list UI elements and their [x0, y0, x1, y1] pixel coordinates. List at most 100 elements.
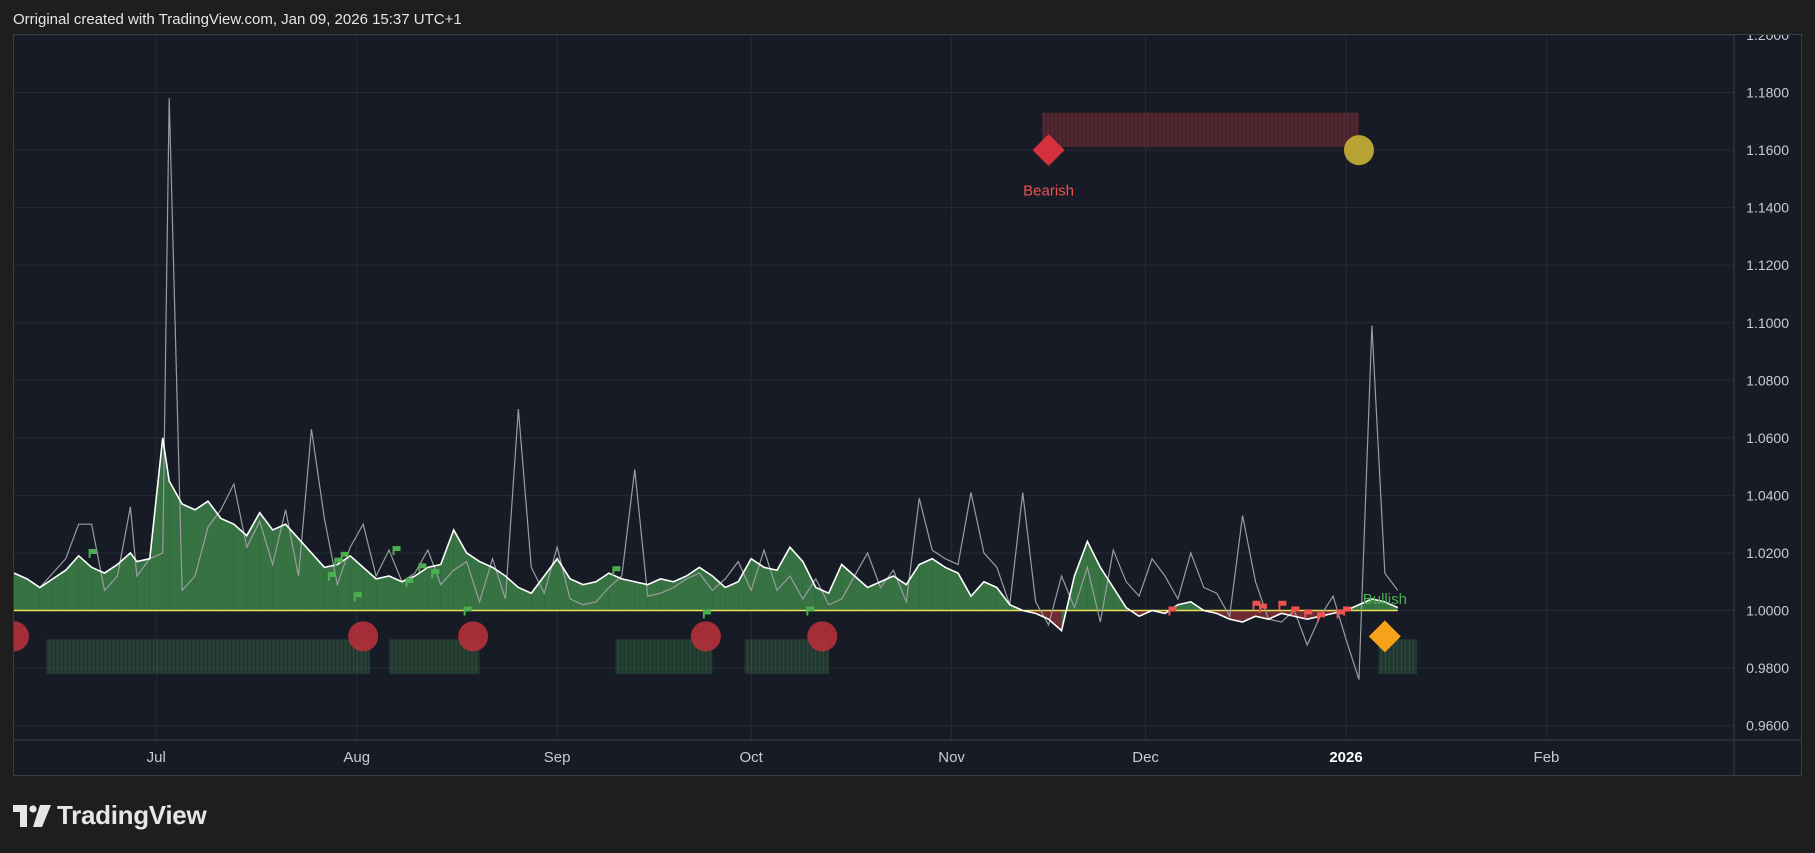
bearish-flag: [1343, 606, 1352, 616]
y-tick-label: 1.1800: [1746, 85, 1789, 101]
bullish-flag-pole: [327, 571, 330, 581]
bearish-zone: [1042, 112, 1359, 148]
yellow-circle-marker: [1343, 135, 1374, 166]
bearish-flag-pole: [1278, 600, 1281, 610]
y-tick-label: 1.1600: [1746, 142, 1789, 158]
area-segment: [350, 555, 364, 611]
red-circle-marker: [348, 621, 379, 652]
bullish-flag: [392, 546, 401, 556]
y-tick-label: 1.1000: [1746, 315, 1789, 331]
bearish-flag-pole: [1168, 606, 1171, 616]
area-segment: [634, 581, 648, 611]
area-segment: [376, 575, 390, 611]
x-tick-label: Dec: [1132, 749, 1159, 766]
x-axis[interactable]: Jul Aug Sep Oct Nov Dec 2026 Feb: [14, 739, 1801, 766]
area-segment: [78, 555, 92, 611]
bullish-flag-pole: [612, 566, 615, 576]
bearish-flag-cloth: [1293, 606, 1300, 612]
area-segment: [725, 581, 739, 611]
bullish-flag-cloth: [614, 566, 621, 572]
bullish-flag-pole: [431, 569, 434, 579]
bearish-flag: [1278, 600, 1287, 610]
bearish-flag: [1317, 612, 1326, 622]
area-segment: [401, 575, 415, 611]
chart-area[interactable]: Bearish Bullish 1.2000 1.1800 1.1600 1.1400 1…: [13, 34, 1802, 776]
area-segment: [149, 437, 163, 611]
bullish-flag: [612, 566, 621, 576]
bullish-flag-pole: [463, 606, 466, 616]
x-tick-label: Feb: [1534, 749, 1560, 766]
area-segment: [272, 524, 286, 611]
bullish-flag-pole: [418, 563, 421, 573]
y-tick-label: 1.0400: [1746, 487, 1789, 503]
bullish-flag-cloth: [329, 571, 336, 577]
x-tick-label: Aug: [343, 749, 370, 766]
area-segment: [1358, 599, 1372, 611]
x-tick-label: 2026: [1329, 749, 1362, 766]
y-tick-label: 1.0800: [1746, 372, 1789, 388]
y-tick-label: 1.0200: [1746, 545, 1789, 561]
bullish-flag-cloth: [394, 546, 401, 552]
area-segment: [983, 581, 997, 611]
area-segment: [220, 518, 234, 611]
bearish-flag-pole: [1317, 612, 1320, 622]
area-segment: [970, 581, 984, 611]
bearish-flag-cloth: [1319, 612, 1326, 618]
y-tick-label: 0.9800: [1746, 660, 1789, 676]
bullish-flag-cloth: [407, 577, 414, 583]
red-circle-marker: [14, 621, 29, 652]
bearish-flag: [1168, 606, 1177, 616]
area-segment: [389, 575, 402, 611]
area-segment: [919, 558, 933, 611]
area-segment: [169, 481, 183, 611]
bullish-flag-pole: [340, 551, 343, 561]
bearish-flag-cloth: [1280, 600, 1287, 606]
bullish-flag: [334, 557, 343, 567]
area-segment: [363, 567, 377, 611]
raw-price-line: [14, 98, 1399, 680]
area-segment: [531, 575, 545, 611]
area-segment: [285, 524, 299, 611]
chart-header: Orriginal created with TradingView.com, …: [13, 11, 462, 28]
area-segment: [440, 529, 454, 611]
bullish-flag-cloth: [808, 606, 815, 612]
bullish-flag: [702, 609, 711, 619]
area-segment: [880, 575, 894, 611]
bearish-flag-pole: [1343, 606, 1346, 616]
area-segment: [932, 558, 946, 611]
x-tick-label: Sep: [544, 749, 571, 766]
area-segment: [570, 578, 584, 611]
area-segment: [764, 567, 778, 611]
bullish-flag-cloth: [433, 569, 440, 575]
area-segment: [182, 504, 196, 611]
bearish-diamond-marker: [1032, 134, 1065, 167]
bearish-flag-cloth: [1338, 609, 1345, 615]
area-segment: [958, 573, 971, 611]
area-segment: [518, 587, 532, 611]
bearish-flag: [1258, 603, 1267, 613]
bullish-flag-pole: [702, 609, 705, 619]
y-tick-label: 0.9600: [1746, 718, 1789, 734]
area-segment: [751, 558, 765, 611]
red-circle-marker: [458, 621, 489, 652]
bullish-flag-pole: [88, 548, 91, 558]
tradingview-logo-text: TradingView: [57, 800, 207, 830]
smoothed-line: [14, 437, 1399, 633]
y-axis[interactable]: 1.2000 1.1800 1.1600 1.1400 1.1200 1.1000 1.08…: [1733, 35, 1789, 775]
y-tick-label: 1.2000: [1746, 35, 1789, 43]
area-segment: [505, 575, 519, 611]
area-segment: [777, 547, 790, 611]
area-segment: [595, 573, 609, 611]
bearish-flag-cloth: [1170, 606, 1177, 612]
area-segment: [14, 573, 27, 611]
bullish-flag-cloth: [704, 609, 711, 615]
area-segment: [1074, 541, 1088, 611]
bearish-flag: [1304, 609, 1313, 619]
bullish-zone: [46, 639, 370, 674]
signal-zones: [46, 112, 1418, 674]
tradingview-logo[interactable]: TradingView: [13, 800, 207, 831]
area-segment: [828, 564, 842, 611]
area-segment: [712, 575, 726, 611]
bullish-flag: [431, 569, 440, 579]
